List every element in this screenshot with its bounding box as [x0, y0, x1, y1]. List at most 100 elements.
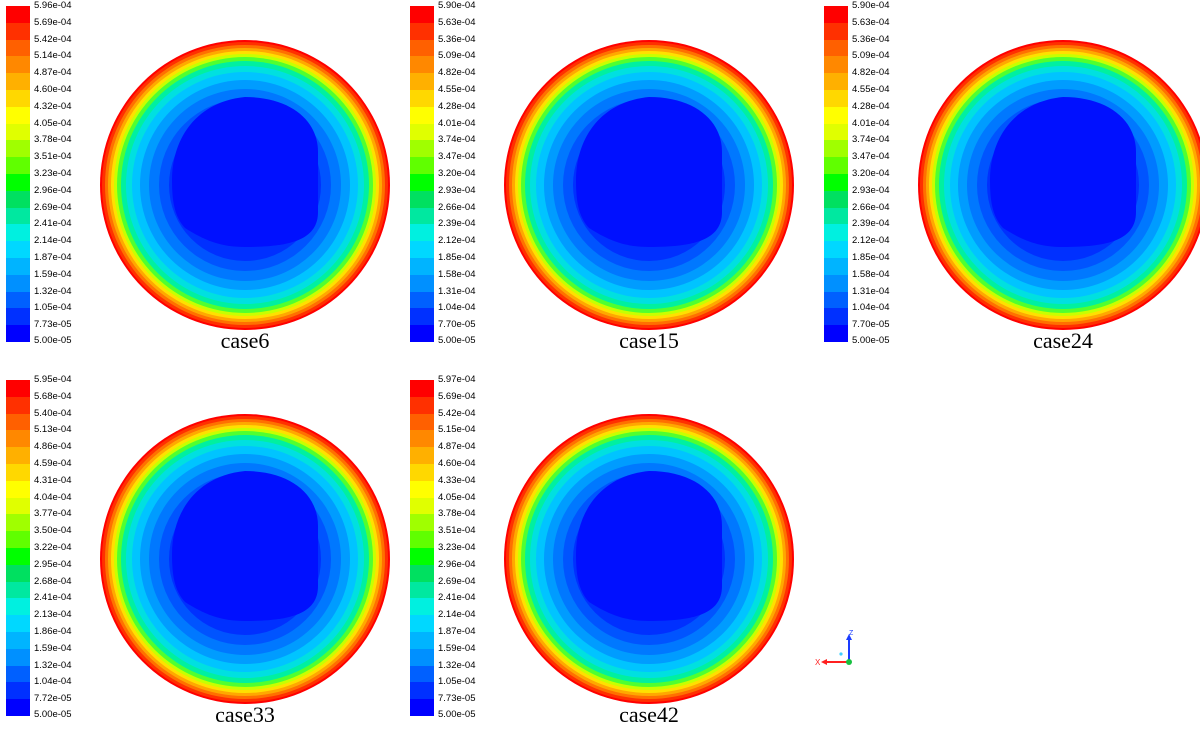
legend-row: 2.41e-04: [6, 593, 86, 616]
legend-tick-label: 2.93e-04: [438, 184, 476, 196]
legend-tick-label: 5.14e-04: [34, 50, 72, 62]
legend-swatch: [6, 190, 30, 208]
legend-swatch: [6, 581, 30, 599]
contour-core: [576, 97, 722, 247]
legend-swatch: [410, 6, 434, 23]
legend-tick-label: 2.69e-04: [438, 575, 476, 587]
legend-tick-label: 3.77e-04: [34, 508, 72, 520]
legend-row: 1.31e-04: [824, 286, 904, 309]
legend-row: 3.78e-04: [6, 135, 86, 158]
legend-tick-label: 3.51e-04: [438, 525, 476, 537]
legend-swatch: [410, 497, 434, 515]
color-legend: 5.90e-04 5.63e-04 5.36e-04 5.09e-04 4.82e-04…: [410, 1, 490, 346]
legend-row: 3.50e-04: [6, 526, 86, 548]
legend-swatch: [410, 396, 434, 414]
legend-row: 5.95e-04: [6, 375, 86, 397]
case-label: case24: [1033, 328, 1093, 353]
legend-tick-label: 5.36e-04: [438, 33, 476, 45]
legend-swatch: [410, 380, 434, 397]
legend-row: 1.58e-04: [410, 269, 490, 292]
legend-tick-label: 5.40e-04: [34, 407, 72, 419]
legend-swatch: [824, 89, 848, 107]
legend-tick-label: 2.69e-04: [34, 201, 72, 213]
legend-swatch: [410, 157, 434, 174]
legend-row: 2.96e-04: [6, 185, 86, 208]
legend-row: 4.05e-04: [6, 118, 86, 141]
z-axis-label: Z: [849, 630, 854, 637]
contour-plot: [100, 40, 390, 330]
legend-swatch: [410, 257, 434, 275]
legend-row: 1.04e-04: [6, 677, 86, 700]
legend-tick-label: 3.47e-04: [852, 151, 890, 163]
legend-row: 1.04e-04: [410, 303, 490, 326]
legend-tick-label: 3.23e-04: [34, 167, 72, 179]
legend-swatch: [410, 480, 434, 498]
legend-tick-label: 4.01e-04: [852, 117, 890, 129]
legend-tick-label: 2.93e-04: [852, 184, 890, 196]
legend-swatch: [824, 73, 848, 90]
legend-tick-label: 2.41e-04: [438, 592, 476, 604]
y-axis-dot: [839, 652, 843, 656]
legend-row: 3.51e-04: [6, 152, 86, 174]
legend-swatch: [6, 531, 30, 548]
legend-tick-label: 5.09e-04: [852, 50, 890, 62]
legend-swatch: [824, 140, 848, 158]
legend-row: 3.78e-04: [410, 509, 490, 532]
legend-row: 5.40e-04: [6, 408, 86, 431]
legend-swatch: [6, 173, 30, 191]
legend-tick-label: 1.59e-04: [34, 268, 72, 280]
legend-tick-label: 1.85e-04: [852, 251, 890, 263]
legend-tick-label: 1.58e-04: [438, 268, 476, 280]
legend-swatch: [6, 380, 30, 397]
legend-row: 7.73e-05 5.00e-05: [6, 320, 86, 346]
legend-tick-label: 5.00e-05: [852, 335, 890, 347]
legend-tick-label: 5.69e-04: [34, 16, 72, 28]
origin-dot: [846, 659, 852, 665]
legend-tick-label: 1.86e-04: [34, 625, 72, 637]
legend-tick-label: 5.95e-04: [34, 374, 72, 385]
legend-tick-label: 1.31e-04: [438, 285, 476, 297]
legend-tick-label: 4.87e-04: [438, 441, 476, 453]
legend-row: 5.36e-04: [410, 34, 490, 57]
legend-row: 5.42e-04: [6, 34, 86, 57]
legend-tick-label: 1.58e-04: [852, 268, 890, 280]
legend-row: 2.41e-04: [6, 219, 86, 242]
legend-tick-label: 3.47e-04: [438, 151, 476, 163]
legend-tick-label: 3.23e-04: [438, 541, 476, 553]
legend-row: 4.82e-04: [824, 68, 904, 90]
legend-swatch: [6, 325, 30, 342]
legend-row: 5.63e-04: [824, 17, 904, 40]
legend-row: 4.87e-04: [410, 442, 490, 464]
legend-swatch: [824, 173, 848, 191]
legend-swatch: [6, 413, 30, 431]
legend-row: 1.59e-04: [410, 643, 490, 666]
legend-swatch: [6, 463, 30, 481]
legend-swatch: [6, 631, 30, 649]
legend-swatch: [6, 564, 30, 582]
panel-case24: 5.90e-04 5.63e-04 5.36e-04 5.09e-04 4.82e-04…: [818, 0, 1200, 363]
legend-row: 3.74e-04: [410, 135, 490, 158]
legend-tick-label: 3.20e-04: [852, 167, 890, 179]
legend-row: 4.28e-04: [410, 101, 490, 124]
legend-swatch: [6, 598, 30, 616]
legend-tick-label: 1.05e-04: [438, 676, 476, 688]
legend-row: 1.59e-04: [6, 269, 86, 292]
legend-tick-label: 4.05e-04: [438, 491, 476, 503]
legend-row: 1.59e-04: [6, 643, 86, 666]
legend-swatch: [6, 699, 30, 716]
contour-plot: [100, 414, 390, 704]
legend-swatch: [824, 190, 848, 208]
legend-tick-label: 2.39e-04: [438, 218, 476, 230]
legend-swatch: [410, 631, 434, 649]
legend-swatch: [410, 447, 434, 464]
legend-row: 1.05e-04: [6, 303, 86, 326]
legend-tick-label: 2.14e-04: [34, 235, 72, 247]
legend-tick-label: 1.31e-04: [852, 285, 890, 297]
legend-row: 1.32e-04: [6, 660, 86, 683]
legend-tick-label: 5.68e-04: [34, 390, 72, 402]
legend-swatch: [410, 173, 434, 191]
legend-tick-label: 4.28e-04: [438, 100, 476, 112]
legend-row: 4.55e-04: [824, 84, 904, 107]
legend-row: 3.47e-04: [824, 152, 904, 174]
legend-tick-label: 3.51e-04: [34, 151, 72, 163]
